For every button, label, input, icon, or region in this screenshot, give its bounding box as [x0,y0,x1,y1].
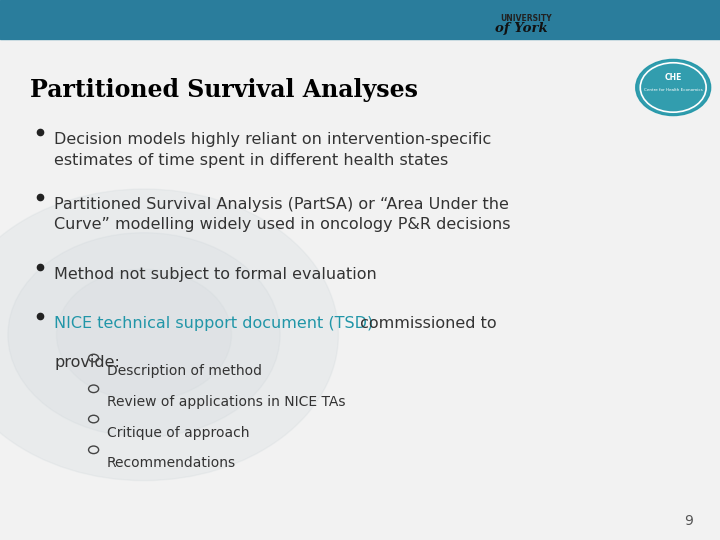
Text: Critique of approach: Critique of approach [107,426,249,440]
Text: CHE: CHE [665,73,682,82]
Text: Method not subject to formal evaluation: Method not subject to formal evaluation [54,267,377,282]
Text: Partitioned Survival Analyses: Partitioned Survival Analyses [30,78,418,102]
Text: Centre for Health Economics: Centre for Health Economics [644,87,703,92]
Circle shape [56,269,232,401]
Text: Partitioned Survival Analysis (PartSA) or “Area Under the
Curve” modelling widel: Partitioned Survival Analysis (PartSA) o… [54,197,510,233]
Circle shape [0,189,338,481]
Text: of York: of York [495,22,548,35]
Text: Review of applications in NICE TAs: Review of applications in NICE TAs [107,395,345,409]
Text: provide:: provide: [54,355,120,370]
Text: Description of method: Description of method [107,364,261,379]
Text: NICE technical support document (TSD): NICE technical support document (TSD) [54,316,373,331]
Text: UNIVERSITY: UNIVERSITY [500,15,552,23]
Bar [0,0,720,39]
Circle shape [8,233,280,437]
Text: Decision models highly reliant on intervention-specific
estimates of time spent : Decision models highly reliant on interv… [54,132,491,168]
Text: Recommendations: Recommendations [107,456,235,470]
Circle shape [636,59,711,116]
Text: commissioned to: commissioned to [355,316,497,331]
Text: 9: 9 [684,514,693,528]
